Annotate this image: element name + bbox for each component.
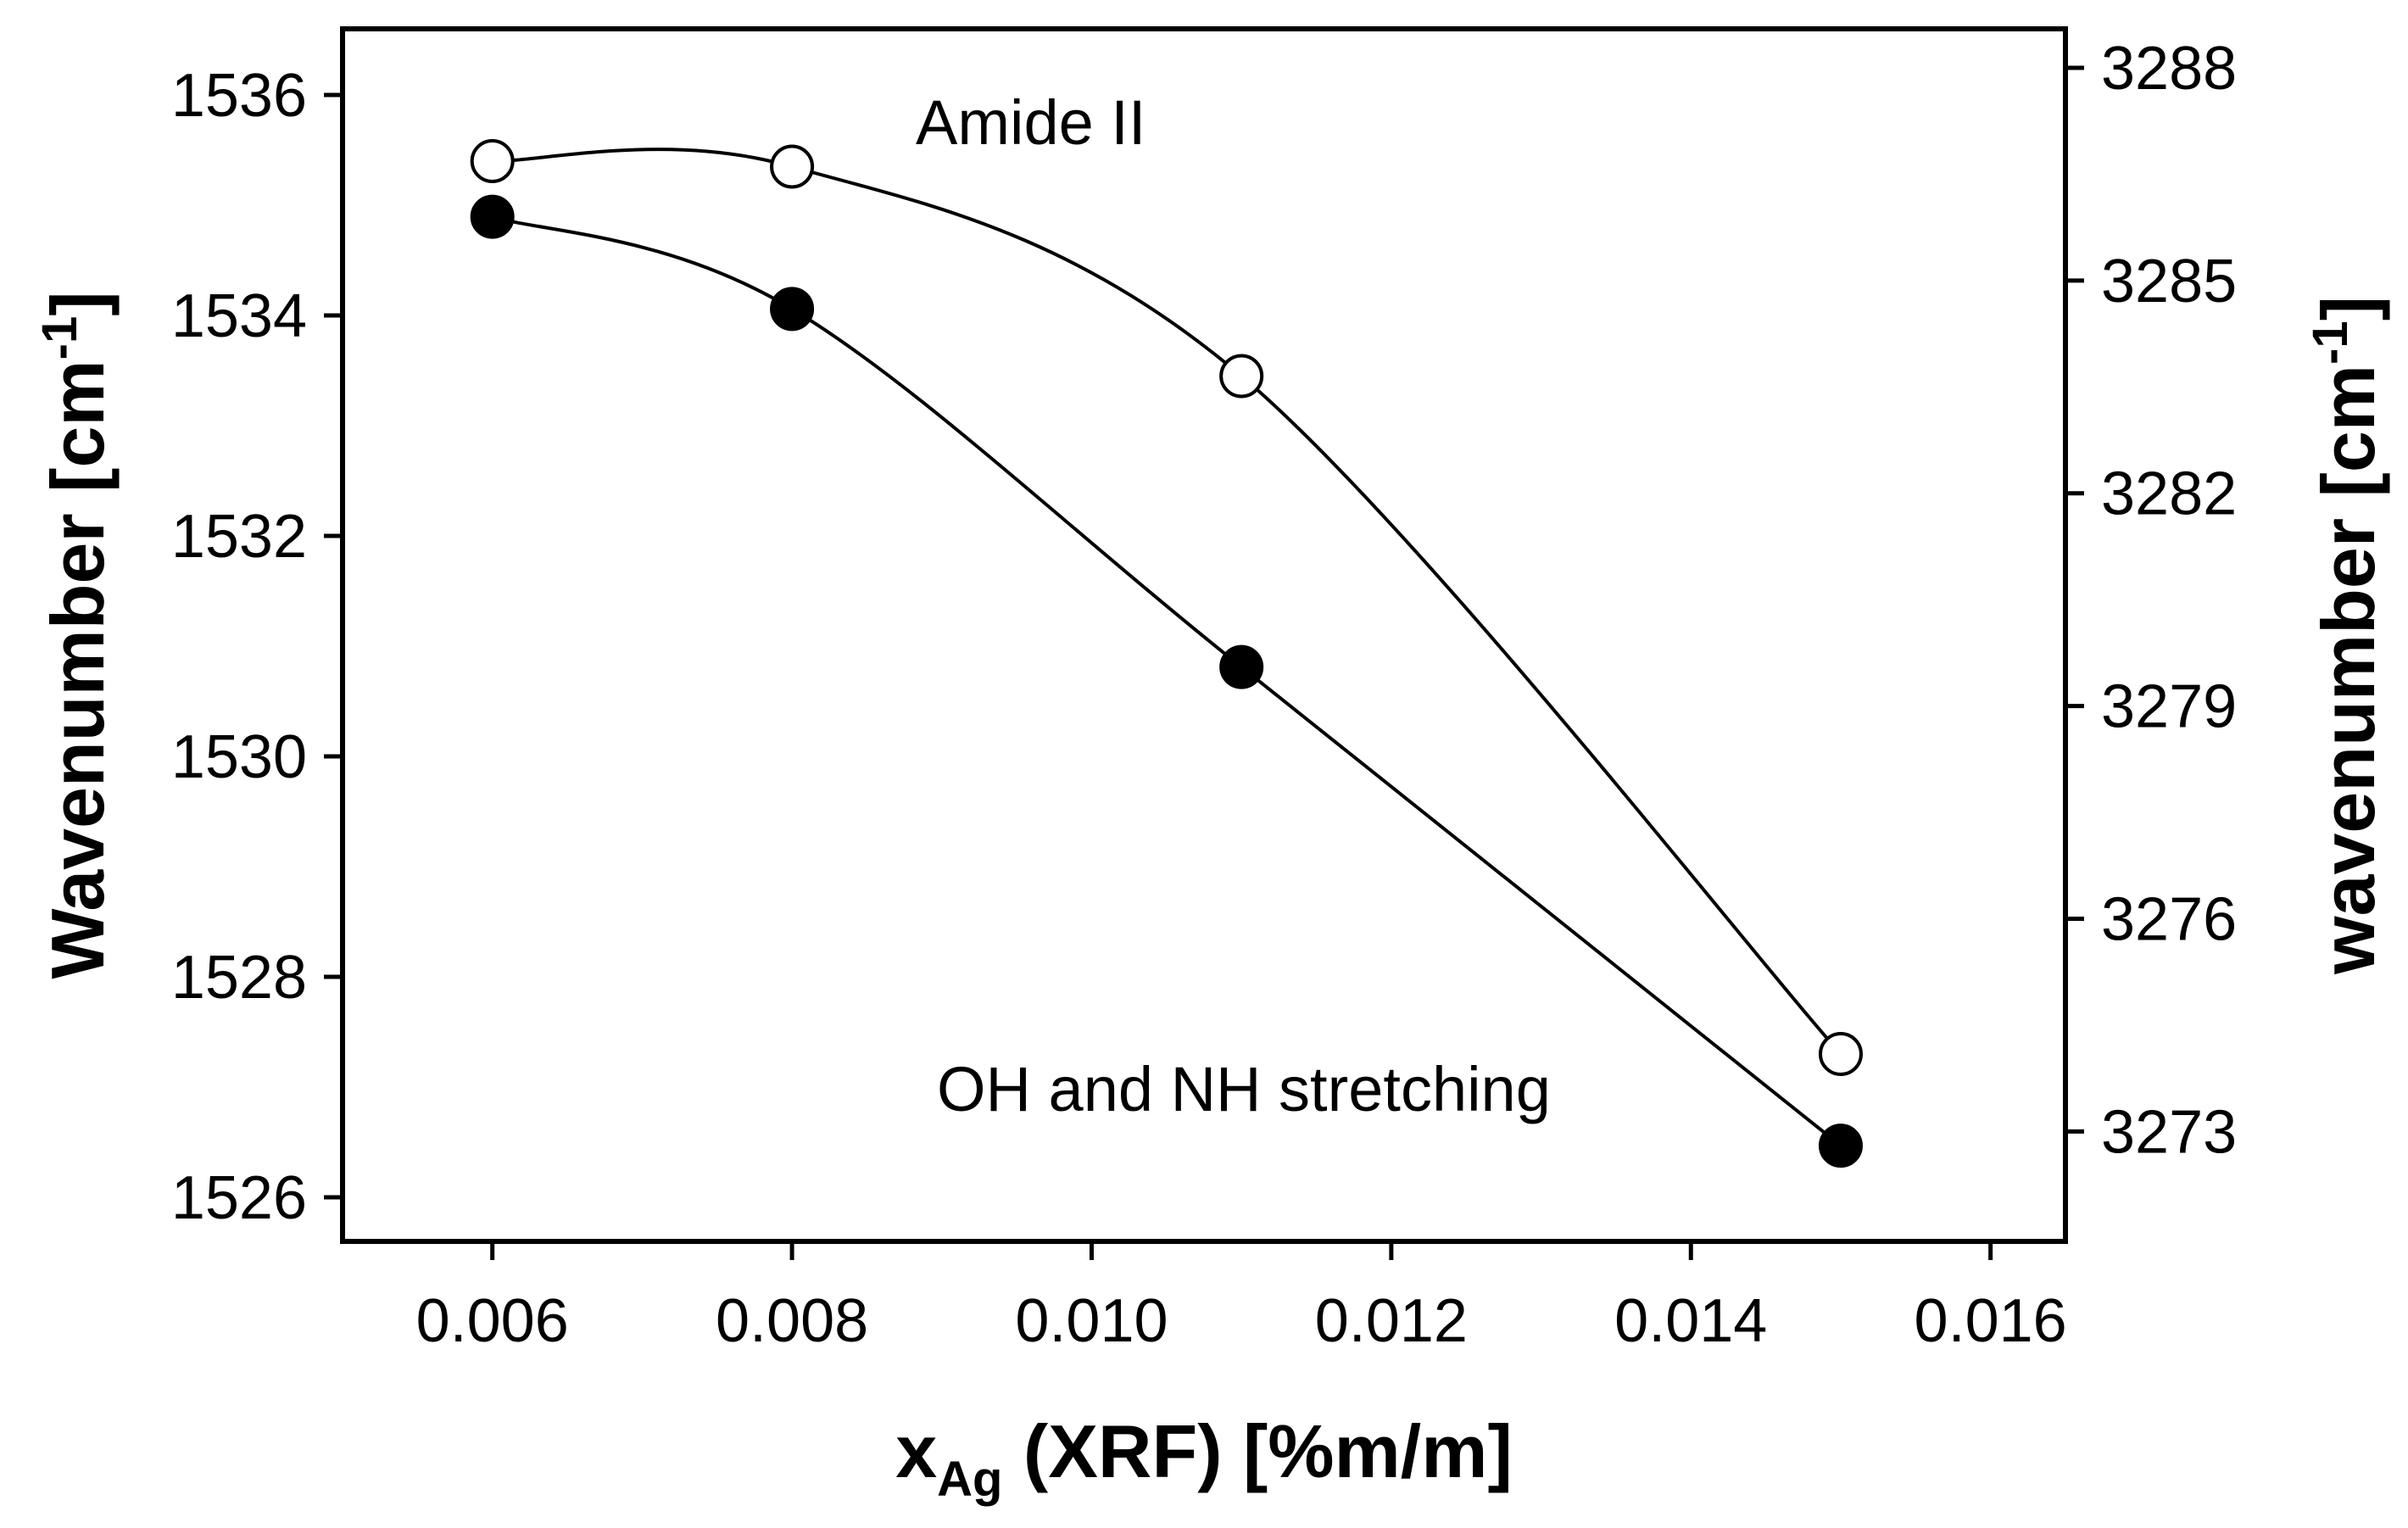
y-right-axis-title-main: wavenumber [cm [2306,365,2390,975]
y-left-axis-title-main: Wavenumber [cm [36,360,120,979]
y-left-tick-label: 1534 [171,282,307,350]
series-line-amide-ii [492,148,1842,1056]
y-left-tick-label: 1532 [171,503,307,571]
y-right-tick-label: 3279 [2101,673,2237,741]
data-point-amide-ii [1818,1032,1863,1076]
y-right-axis-ticks: 3273 3276 3279 3282 3285 3288 [2065,35,2237,1166]
x-axis-ticks: 0.006 0.008 0.010 0.012 0.014 0.016 [416,1241,2067,1355]
x-axis-title-rest: (XRF) [%m/m] [1002,1409,1512,1493]
y-right-tick-label: 3285 [2101,248,2237,315]
x-axis-title-main: x [895,1409,937,1493]
annotation-oh-nh-stretching: OH and NH stretching [937,1054,1551,1124]
y-right-axis-title: wavenumber [cm-1] [2303,296,2390,975]
y-left-tick-label: 1530 [171,723,307,791]
data-point-amide-ii [1219,354,1264,399]
x-axis-title-subscript: Ag [937,1452,1002,1507]
x-tick-label: 0.012 [1315,1287,1468,1355]
y-left-axis-ticks: 1526 1528 1530 1532 1534 1536 [171,62,343,1232]
y-right-tick-label: 3273 [2101,1098,2237,1166]
x-tick-label: 0.016 [1915,1287,2067,1355]
x-tick-label: 0.014 [1614,1287,1767,1355]
y-left-axis-title-close: ] [36,291,120,315]
data-point-oh-and-nh-stretching [1219,644,1264,689]
annotation-amide-ii: Amide II [916,87,1145,158]
data-point-amide-ii [770,144,815,189]
y-right-tick-label: 3282 [2101,460,2237,528]
x-tick-label: 0.006 [416,1287,569,1355]
data-point-oh-and-nh-stretching [770,287,815,332]
x-axis-title: xAg (XRF) [%m/m] [895,1409,1513,1507]
series-curves [492,148,1842,1147]
data-point-oh-and-nh-stretching [470,194,515,239]
y-left-tick-label: 1526 [171,1164,307,1232]
y-left-axis-title-superscript: -1 [32,316,87,360]
x-tick-label: 0.010 [1015,1287,1168,1355]
y-left-tick-label: 1528 [171,944,307,1012]
y-right-axis-title-superscript: -1 [2303,321,2358,365]
x-tick-label: 0.008 [716,1287,868,1355]
y-right-tick-label: 3276 [2101,886,2237,954]
y-right-axis-title-close: ] [2306,296,2390,321]
plot-frame [340,26,2068,1244]
y-left-axis-title: Wavenumber [cm-1] [32,291,120,979]
y-right-tick-label: 3288 [2101,35,2237,103]
data-point-amide-ii [470,139,515,183]
y-left-tick-label: 1536 [171,62,307,130]
data-point-oh-and-nh-stretching [1818,1124,1863,1168]
series-markers [470,139,1863,1168]
series-line-oh-and-nh-stretching [492,215,1842,1147]
